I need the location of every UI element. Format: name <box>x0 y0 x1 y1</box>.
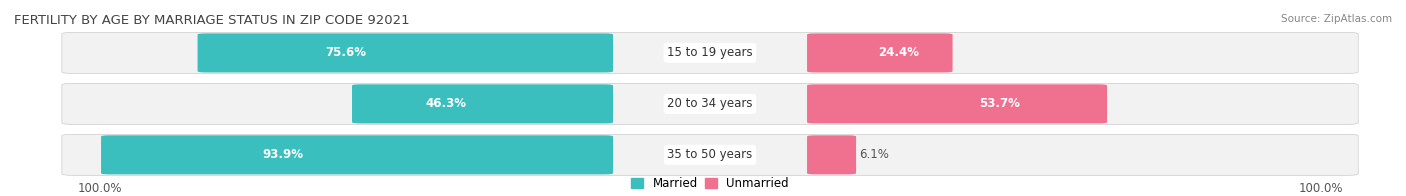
Text: Source: ZipAtlas.com: Source: ZipAtlas.com <box>1281 14 1392 24</box>
Text: 75.6%: 75.6% <box>325 46 366 59</box>
Text: 100.0%: 100.0% <box>1298 182 1343 195</box>
Text: 100.0%: 100.0% <box>77 182 122 195</box>
Text: 35 to 50 years: 35 to 50 years <box>668 148 752 161</box>
FancyBboxPatch shape <box>62 83 1358 124</box>
FancyBboxPatch shape <box>197 33 613 73</box>
Text: 46.3%: 46.3% <box>426 97 467 110</box>
FancyBboxPatch shape <box>807 33 953 73</box>
FancyBboxPatch shape <box>352 84 613 123</box>
Text: 53.7%: 53.7% <box>979 97 1019 110</box>
FancyBboxPatch shape <box>807 84 1107 123</box>
Text: FERTILITY BY AGE BY MARRIAGE STATUS IN ZIP CODE 92021: FERTILITY BY AGE BY MARRIAGE STATUS IN Z… <box>14 14 409 27</box>
Text: 93.9%: 93.9% <box>263 148 304 161</box>
FancyBboxPatch shape <box>807 135 856 174</box>
Text: 20 to 34 years: 20 to 34 years <box>668 97 752 110</box>
Text: 24.4%: 24.4% <box>879 46 920 59</box>
FancyBboxPatch shape <box>62 134 1358 175</box>
FancyBboxPatch shape <box>101 135 613 174</box>
Text: 15 to 19 years: 15 to 19 years <box>668 46 752 59</box>
Legend: Married, Unmarried: Married, Unmarried <box>631 177 789 190</box>
FancyBboxPatch shape <box>62 32 1358 74</box>
Text: 6.1%: 6.1% <box>859 148 889 161</box>
